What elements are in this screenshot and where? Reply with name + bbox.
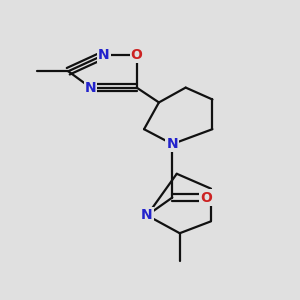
Text: N: N <box>85 81 96 94</box>
Text: O: O <box>200 190 212 205</box>
Text: O: O <box>131 48 142 62</box>
Text: N: N <box>167 137 178 151</box>
Text: N: N <box>141 208 153 222</box>
Text: N: N <box>98 48 110 62</box>
